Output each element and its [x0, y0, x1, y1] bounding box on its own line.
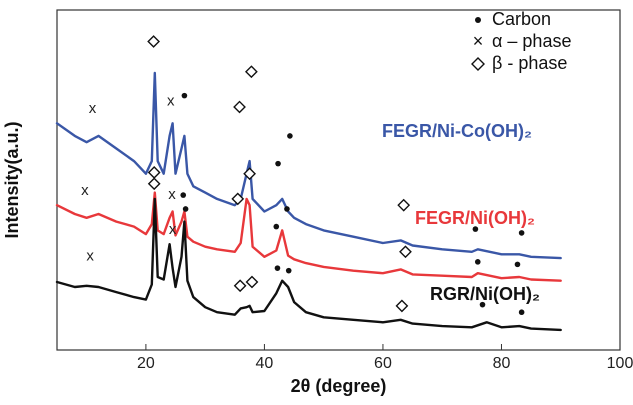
alpha-phase-peak-marker: x — [86, 248, 94, 265]
legend-item-label: Carbon — [492, 9, 551, 29]
beta-phase-peak-marker — [231, 192, 245, 206]
beta-phase-peak-marker — [243, 167, 256, 181]
beta-phase-peak-marker — [399, 245, 412, 259]
x-tick-label: 20 — [137, 355, 155, 372]
beta-phase-peak-marker — [244, 65, 258, 79]
legend-carbon-symbol — [475, 17, 481, 23]
beta-phase-peak-marker — [147, 177, 161, 191]
alpha-phase-peak-marker: x — [81, 182, 89, 199]
legend-alpha-symbol: × — [473, 31, 484, 51]
x-tick-label: 80 — [493, 355, 511, 372]
carbon-peak-marker — [182, 206, 189, 212]
legend-item-label: β - phase — [492, 53, 567, 73]
x-axis-label: 2θ (degree) — [291, 376, 387, 396]
plot-frame — [56, 9, 621, 351]
series-line-2 — [55, 197, 562, 332]
alpha-phase-peak-marker: x — [167, 93, 175, 110]
x-tick-label: 60 — [374, 355, 392, 372]
carbon-peak-marker — [285, 267, 292, 274]
series-label-0: FEGR/Ni-Co(OH)₂ — [382, 121, 532, 141]
beta-phase-peak-marker — [395, 299, 409, 313]
x-tick-label: 40 — [256, 355, 274, 372]
carbon-peak-marker — [274, 265, 281, 271]
carbon-peak-marker — [180, 192, 187, 198]
legend-item-label: α – phase — [492, 31, 571, 51]
carbon-peak-marker — [273, 223, 280, 230]
beta-phase-peak-marker — [397, 198, 411, 212]
beta-phase-peak-marker — [147, 35, 160, 48]
series-line-1 — [55, 191, 562, 282]
carbon-peak-marker — [284, 206, 290, 212]
series-label-1: FEGR/Ni(OH)₂ — [415, 208, 535, 228]
carbon-peak-marker — [181, 92, 188, 99]
x-tick-label: 100 — [607, 355, 633, 372]
peak-markers-layer: x x x x x x — [81, 35, 525, 316]
carbon-peak-marker — [514, 261, 521, 268]
beta-phase-peak-marker — [233, 100, 246, 114]
carbon-peak-marker — [275, 160, 281, 167]
axes-layer: 20 40 60 80 100 — [56, 9, 633, 372]
beta-phase-peak-marker — [233, 279, 247, 293]
alpha-phase-peak-marker: x — [169, 221, 177, 238]
carbon-peak-marker — [287, 133, 293, 139]
legend-beta-symbol — [471, 57, 485, 71]
carbon-peak-marker — [472, 226, 479, 232]
beta-phase-peak-marker — [245, 275, 259, 289]
series-label-2: RGR/Ni(OH)₂ — [430, 284, 540, 304]
carbon-peak-marker — [474, 259, 481, 265]
alpha-phase-peak-marker: x — [89, 100, 97, 117]
series-labels-layer: FEGR/Ni-Co(OH)₂ FEGR/Ni(OH)₂ RGR/Ni(OH)₂ — [382, 121, 540, 304]
carbon-peak-marker — [518, 309, 525, 316]
y-axis-label: Intensity(a.u.) — [2, 121, 22, 238]
carbon-peak-marker — [479, 301, 486, 308]
carbon-peak-marker — [518, 230, 525, 236]
alpha-phase-peak-marker: x — [168, 186, 176, 203]
